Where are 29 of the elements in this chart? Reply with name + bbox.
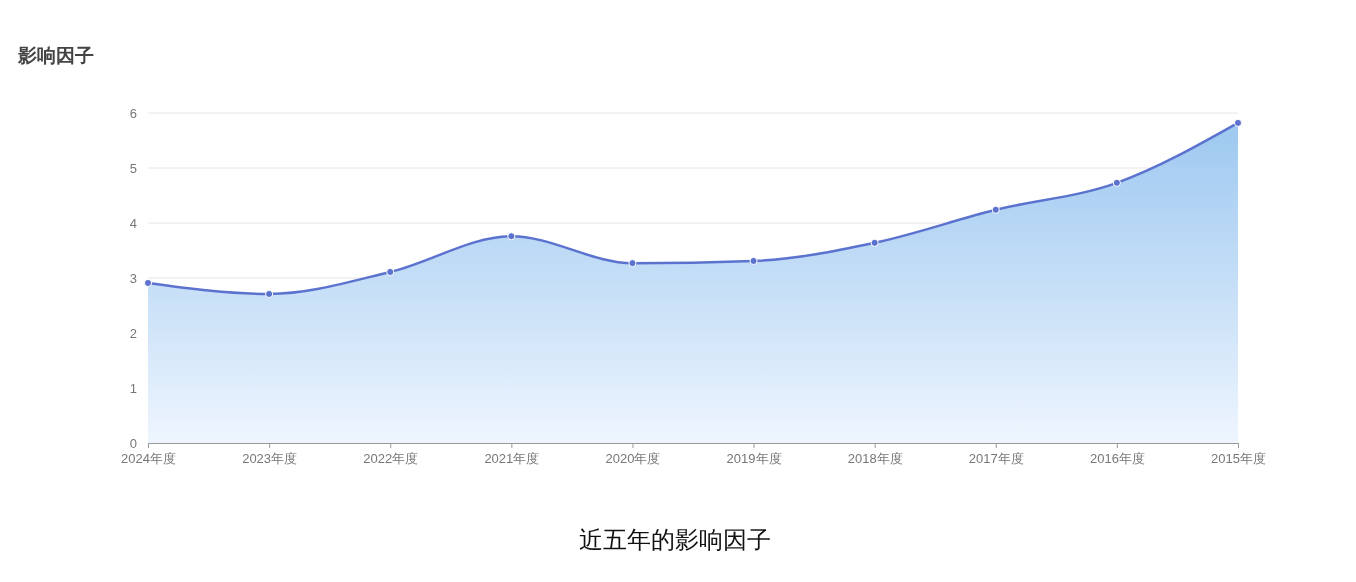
x-tick-label: 2015年度 [1211,450,1266,466]
x-tick-label: 2017年度 [968,450,1024,466]
point [386,267,395,277]
point [1112,178,1121,187]
point [265,289,274,299]
x-tick-label: 2021年度 [484,450,540,466]
y-tick-label: 3 [129,270,137,286]
x-tick-label: 2023年度 [242,450,298,466]
x-tick-label: 2018年度 [847,450,903,466]
point [507,232,516,241]
y-tick-label: 0 [129,435,137,451]
x-tick-label: 2016年度 [1089,450,1145,466]
x-tick-label: 2022年度 [363,450,419,466]
y-tick-label: 5 [129,160,137,176]
x-tick-label: 2020年度 [605,450,661,466]
y-tick-label: 1 [129,380,137,396]
y-tick-label: 4 [129,215,137,231]
x-tick-label: 2019年度 [726,450,782,466]
point [1233,118,1243,127]
point [628,259,637,268]
y-tick-label: 6 [129,105,137,121]
point [870,238,879,247]
chart-title: 影响因子 [17,44,94,66]
text: 近五年的影响因子 [579,526,771,554]
x-tick-label: 2024年度 [121,450,176,466]
point [749,256,758,266]
point [143,278,153,288]
point [991,205,1000,214]
y-tick-label: 2 [129,325,137,341]
